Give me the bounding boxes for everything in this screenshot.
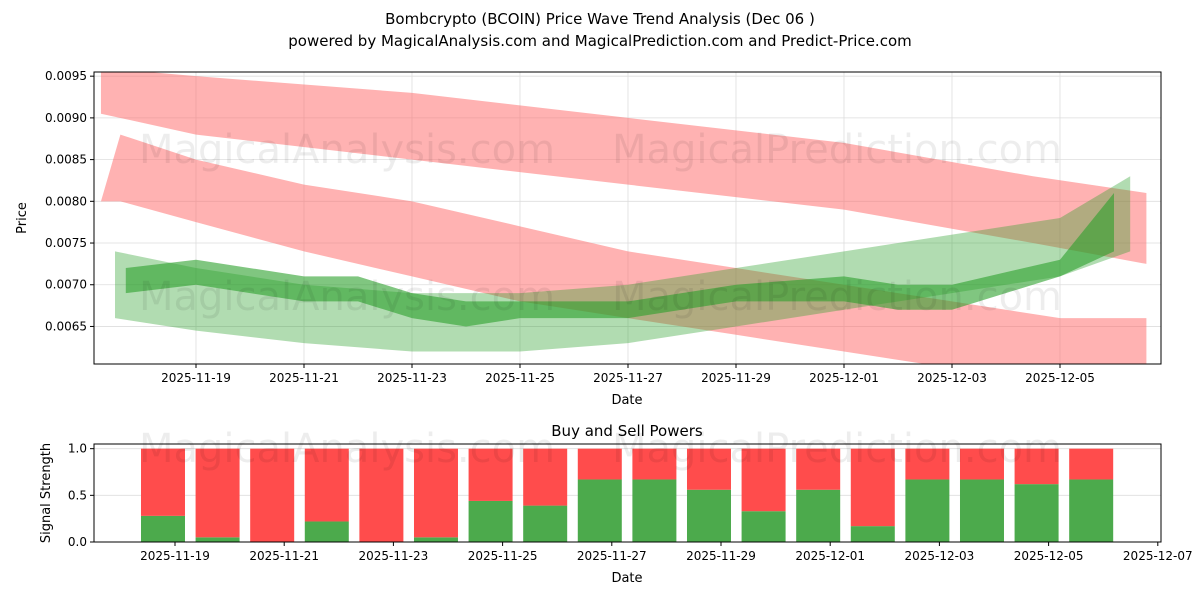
sell-bar	[686, 448, 731, 490]
sell-bar	[1014, 448, 1059, 485]
x-tick-label: 2025-11-19	[161, 371, 231, 385]
x-tick-label: 2025-11-29	[686, 549, 756, 563]
y-tick-label: 0.0065	[45, 319, 87, 333]
x-tick-label: 2025-11-21	[249, 549, 319, 563]
buy-bar	[959, 479, 1004, 542]
buy-bar	[304, 521, 349, 542]
x-tick-label: 2025-11-21	[269, 371, 339, 385]
watermark: MagicalPrediction.com	[612, 426, 1062, 472]
sell-bar	[741, 448, 786, 512]
buy-bar	[905, 479, 950, 542]
y-tick-label: 0.0075	[45, 236, 87, 250]
sell-bar	[140, 448, 185, 516]
y-axis-label: Signal Strength	[39, 443, 54, 543]
sell-bar	[905, 448, 950, 480]
green-trend-band	[125, 192, 1115, 327]
sell-bar	[359, 448, 404, 542]
x-tick-label: 2025-11-23	[359, 549, 429, 563]
buy-bar	[577, 479, 622, 542]
plot-frame	[93, 71, 1162, 365]
y-axis-label: Price	[15, 202, 30, 234]
buy-bar	[686, 489, 731, 542]
sell-bar	[195, 448, 240, 538]
sell-bar	[632, 448, 677, 480]
signal-chart: 0.0 0.5 1.0 2025-11-19 2025-11-21 2025-11-23 2…	[39, 422, 1193, 586]
sell-bar	[850, 448, 895, 527]
x-tick-label: 2025-11-25	[468, 549, 538, 563]
sell-bar	[577, 448, 622, 480]
buy-bar	[1014, 484, 1059, 542]
x-tick-label: 2025-11-25	[485, 371, 555, 385]
buy-bar	[195, 537, 240, 542]
sell-bar	[796, 448, 841, 490]
x-tick-label: 2025-11-27	[577, 549, 647, 563]
plot-frame	[93, 443, 1162, 543]
watermark: MagicalPrediction.com	[612, 274, 1062, 320]
y-tick-label: 1.0	[68, 442, 87, 456]
x-tick-label: 2025-12-01	[795, 549, 865, 563]
watermark: MagicalAnalysis.com	[139, 274, 555, 320]
buy-bar	[140, 515, 185, 542]
watermark: MagicalAnalysis.com	[139, 426, 555, 472]
x-axis-label: Date	[611, 571, 642, 586]
price-chart: 2025-11-19 2025-11-21 2025-11-23 2025-11-25…	[15, 69, 1162, 408]
x-tick-label: 2025-12-01	[809, 371, 879, 385]
chart-title: Bombcrypto (BCOIN) Price Wave Trend Anal…	[385, 10, 815, 28]
buy-bar	[632, 479, 677, 542]
buy-bar	[796, 489, 841, 542]
x-tick-label: 2025-11-27	[593, 371, 663, 385]
x-tick-label: 2025-12-05	[1014, 549, 1084, 563]
chart-subtitle: powered by MagicalAnalysis.com and Magic…	[288, 32, 912, 50]
y-tick-label: 0.0080	[45, 194, 87, 208]
y-tick-label: 0.0070	[45, 278, 87, 292]
x-tick-label: 2025-11-19	[140, 549, 210, 563]
x-tick-label: 2025-11-23	[377, 371, 447, 385]
buy-bar	[850, 526, 895, 542]
x-tick-label: 2025-12-03	[917, 371, 987, 385]
watermark: MagicalAnalysis.com	[139, 127, 555, 173]
y-tick-label: 0.5	[68, 488, 87, 502]
buy-bar	[523, 505, 568, 542]
buy-bar	[468, 500, 513, 542]
x-tick-label: 2025-12-05	[1025, 371, 1095, 385]
green-wide-band	[115, 176, 1131, 352]
x-tick-label: 2025-12-07	[1123, 549, 1193, 563]
buy-bar	[741, 511, 786, 542]
sell-bar	[468, 448, 513, 501]
x-axis-label: Date	[611, 393, 642, 408]
sell-bar	[523, 448, 568, 506]
bands	[100, 72, 1147, 364]
x-tick-label: 2025-11-29	[701, 371, 771, 385]
sell-bar	[250, 448, 295, 542]
buy-bar	[1069, 479, 1114, 542]
sell-bar	[304, 448, 349, 522]
y-tick-label: 0.0	[68, 535, 87, 549]
signal-chart-title: Buy and Sell Powers	[551, 422, 703, 440]
red-upper-band	[100, 72, 1147, 264]
sell-bar	[413, 448, 458, 538]
sell-bar	[959, 448, 1004, 480]
x-tick-label: 2025-12-03	[905, 549, 975, 563]
sell-bar	[1069, 448, 1114, 480]
y-tick-label: 0.0090	[45, 111, 87, 125]
buy-bar	[413, 537, 458, 542]
y-tick-label: 0.0095	[45, 69, 87, 83]
watermark: MagicalPrediction.com	[612, 127, 1062, 173]
y-tick-label: 0.0085	[45, 153, 87, 167]
